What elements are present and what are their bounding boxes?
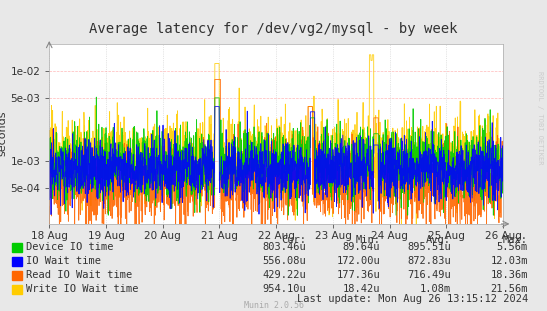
Text: 177.36u: 177.36u — [336, 270, 380, 280]
Text: 89.64u: 89.64u — [342, 242, 380, 252]
Text: 556.08u: 556.08u — [263, 256, 306, 266]
Text: 5.56m: 5.56m — [497, 242, 528, 252]
Text: Write IO Wait time: Write IO Wait time — [26, 284, 139, 294]
Text: 716.49u: 716.49u — [408, 270, 451, 280]
Text: 21.56m: 21.56m — [490, 284, 528, 294]
Text: Device IO time: Device IO time — [26, 242, 114, 252]
Text: Avg:: Avg: — [426, 235, 451, 245]
Bar — [12, 271, 22, 280]
Bar — [12, 285, 22, 294]
Text: 872.83u: 872.83u — [408, 256, 451, 266]
Text: 18.42u: 18.42u — [342, 284, 380, 294]
Text: 1.08m: 1.08m — [420, 284, 451, 294]
Text: 172.00u: 172.00u — [336, 256, 380, 266]
Bar — [12, 243, 22, 252]
Y-axis label: seconds: seconds — [0, 111, 8, 156]
Text: 895.51u: 895.51u — [408, 242, 451, 252]
Text: Min:: Min: — [355, 235, 380, 245]
Text: IO Wait time: IO Wait time — [26, 256, 101, 266]
Text: 954.10u: 954.10u — [263, 284, 306, 294]
Text: Last update: Mon Aug 26 13:15:12 2024: Last update: Mon Aug 26 13:15:12 2024 — [296, 294, 528, 304]
Text: 803.46u: 803.46u — [263, 242, 306, 252]
Text: 12.03m: 12.03m — [490, 256, 528, 266]
Text: Average latency for /dev/vg2/mysql - by week: Average latency for /dev/vg2/mysql - by … — [89, 22, 458, 36]
Text: Read IO Wait time: Read IO Wait time — [26, 270, 132, 280]
Text: Cur:: Cur: — [281, 235, 306, 245]
Bar — [12, 257, 22, 266]
Text: Munin 2.0.56: Munin 2.0.56 — [243, 301, 304, 310]
Text: 429.22u: 429.22u — [263, 270, 306, 280]
Text: 18.36m: 18.36m — [490, 270, 528, 280]
Text: RRDTOOL / TOBI OETIKER: RRDTOOL / TOBI OETIKER — [537, 72, 543, 165]
Text: Max:: Max: — [503, 235, 528, 245]
